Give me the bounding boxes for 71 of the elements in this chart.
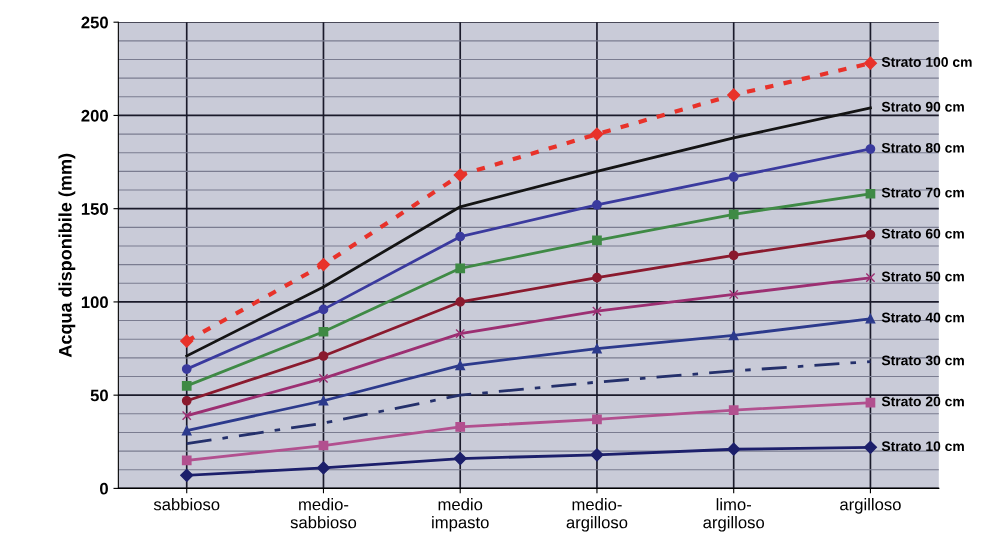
point xyxy=(318,326,329,337)
point xyxy=(181,410,192,421)
point xyxy=(455,328,466,339)
point xyxy=(865,144,876,154)
point xyxy=(318,304,329,315)
point xyxy=(316,258,331,272)
point xyxy=(181,380,192,391)
y-tick-label: 100 xyxy=(81,296,108,309)
y-tick-label: 0 xyxy=(100,482,108,495)
point xyxy=(180,468,194,482)
point xyxy=(728,250,739,261)
point xyxy=(865,313,876,324)
point xyxy=(728,405,739,415)
point xyxy=(590,448,604,462)
point xyxy=(728,209,739,220)
point xyxy=(727,88,741,102)
line-series xyxy=(185,360,872,446)
point xyxy=(455,360,466,371)
point xyxy=(592,235,602,246)
point xyxy=(863,440,878,454)
point xyxy=(318,373,329,384)
x-tick-label: sabbioso xyxy=(153,498,220,511)
series-label: Strato 100 cm xyxy=(881,57,972,67)
x-tick-label: medio- argilloso xyxy=(566,498,628,532)
series-label: Strato 30 cm xyxy=(881,355,964,366)
series-label: Strato 70 cm xyxy=(881,187,964,198)
point xyxy=(455,263,466,274)
point xyxy=(453,168,467,182)
point xyxy=(453,451,467,466)
x-tick-label: medio impasto xyxy=(432,498,489,532)
y-tick-label: 200 xyxy=(81,109,108,122)
point xyxy=(728,289,739,300)
y-tick-label: 250 xyxy=(81,16,108,29)
point xyxy=(455,231,466,242)
x-tick-label: argilloso xyxy=(840,498,901,514)
series-label: Strato 10 cm xyxy=(881,441,964,452)
point xyxy=(865,229,876,240)
point xyxy=(316,461,331,475)
y-tick-label: 50 xyxy=(90,389,108,402)
point xyxy=(318,351,329,361)
point xyxy=(863,56,878,70)
point xyxy=(592,200,602,210)
point xyxy=(727,442,741,456)
series-label: Strato 50 cm xyxy=(881,271,964,282)
point xyxy=(592,272,602,283)
series-label: Strato 60 cm xyxy=(881,228,964,239)
point xyxy=(728,330,739,341)
y-axis-title: Acqua disponibile (mm) xyxy=(58,153,76,358)
point xyxy=(455,421,466,432)
point xyxy=(181,455,192,466)
point xyxy=(590,127,604,141)
y-tick-label: 150 xyxy=(81,203,108,215)
point xyxy=(318,395,329,406)
point xyxy=(181,425,192,436)
point xyxy=(592,414,602,425)
point xyxy=(180,334,194,348)
series-label: Strato 40 cm xyxy=(881,312,964,323)
point xyxy=(181,364,192,374)
point xyxy=(181,395,192,406)
x-tick-label: medio- sabbioso xyxy=(290,498,357,529)
series-label: Strato 80 cm xyxy=(881,142,964,153)
line-series xyxy=(185,106,872,358)
x-tick-label: limo- argilloso xyxy=(703,498,765,532)
point xyxy=(865,188,876,199)
point xyxy=(592,306,602,317)
point xyxy=(865,272,876,283)
point xyxy=(592,343,602,354)
point xyxy=(728,172,739,182)
point xyxy=(455,297,466,307)
series-label: Strato 90 cm xyxy=(881,101,964,112)
series-label: Strato 20 cm xyxy=(881,396,964,407)
